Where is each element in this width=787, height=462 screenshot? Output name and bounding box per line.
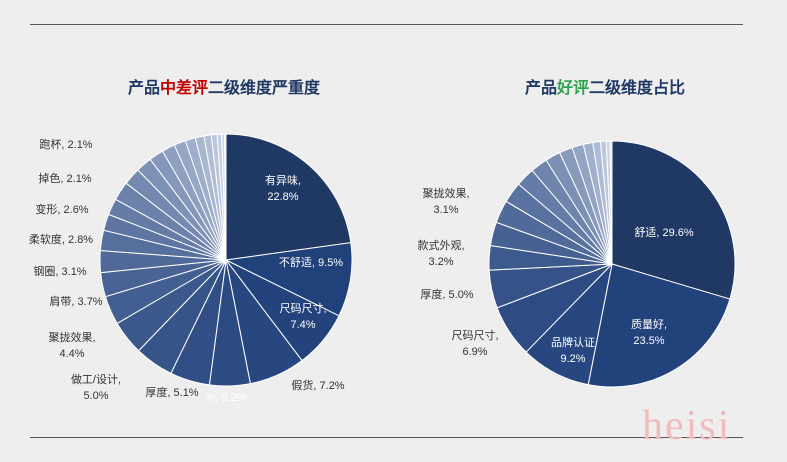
- data-label-不舒适: 不舒适, 9.5%: [279, 255, 343, 269]
- left-title-prefix: 产品: [127, 80, 160, 97]
- data-label-肩带: 肩带, 3.7%: [49, 294, 102, 308]
- pie-slice-minor: [609, 140, 613, 265]
- top-divider: [30, 24, 743, 25]
- data-label-款式外观: 款式外观, 3.2%: [417, 238, 464, 268]
- data-label-有异味: 有异味, 22.8%: [265, 173, 301, 203]
- data-label-钢圈: 钢圈, 3.1%: [33, 265, 86, 278]
- data-label-舒适: 舒适, 29.6%: [634, 225, 694, 239]
- data-label-尺码尺寸: 尺码尺寸, 6.9%: [451, 328, 498, 358]
- watermark: heisi: [642, 403, 732, 449]
- right-chart-title: 产品好评二级维度占比: [505, 74, 705, 98]
- data-label-质量好: 质量好, 23.5%: [631, 317, 667, 347]
- data-label-聚拢效果: 聚拢效果, 3.1%: [422, 186, 469, 216]
- right-title-suffix: 二级维度占比: [589, 80, 686, 97]
- data-label-厚度: 厚度, 5.1%: [145, 385, 198, 399]
- data-label-品牌认证: 品牌认证 9.2%: [551, 335, 595, 365]
- data-label-厚度: 厚度, 5.0%: [420, 287, 473, 301]
- data-label-unnamed: %, 5.2%: [206, 392, 247, 404]
- data-label-尺码尺寸: 尺码尺寸, 7.4%: [279, 301, 326, 331]
- pie-chart-positive-reviews: 舒适, 29.6% 质量好, 23.5% 品牌认证 9.2% 尺码尺寸, 6.9% 厚度, 5…: [417, 140, 736, 388]
- left-chart-title: 产品中差评二级维度严重度: [105, 74, 343, 98]
- data-label-做工/设计: 做工/设计, 5.0%: [71, 372, 121, 402]
- data-label-掉色: 掉色, 2.1%: [38, 171, 91, 185]
- pie-chart-negative-reviews: 有异味, 22.8% 不舒适, 9.5% 尺码尺寸, 7.4% 假货, 7.2% %, 5.…: [29, 133, 353, 404]
- data-label-聚拢效果: 聚拢效果, 4.4%: [48, 330, 95, 360]
- data-label-变形: 变形, 2.6%: [35, 202, 88, 216]
- data-label-跑杯: 跑杯, 2.1%: [39, 137, 92, 151]
- pie-slice-舒适: [611, 140, 736, 300]
- pie-slice-质量好: [587, 263, 731, 388]
- bottom-divider: [30, 437, 743, 438]
- pie-slice-不舒适: [224, 242, 353, 317]
- right-title-highlight: 好评: [556, 80, 589, 97]
- right-title-prefix: 产品: [524, 80, 557, 97]
- data-label-假货: 假货, 7.2%: [291, 378, 344, 392]
- left-title-highlight: 中差评: [159, 80, 208, 97]
- pie-slice-有异味: [225, 133, 352, 261]
- pie-slice-minor: [224, 133, 227, 261]
- data-label-柔软度: 柔软度, 2.8%: [29, 232, 93, 246]
- left-title-suffix: 二级维度严重度: [208, 80, 321, 97]
